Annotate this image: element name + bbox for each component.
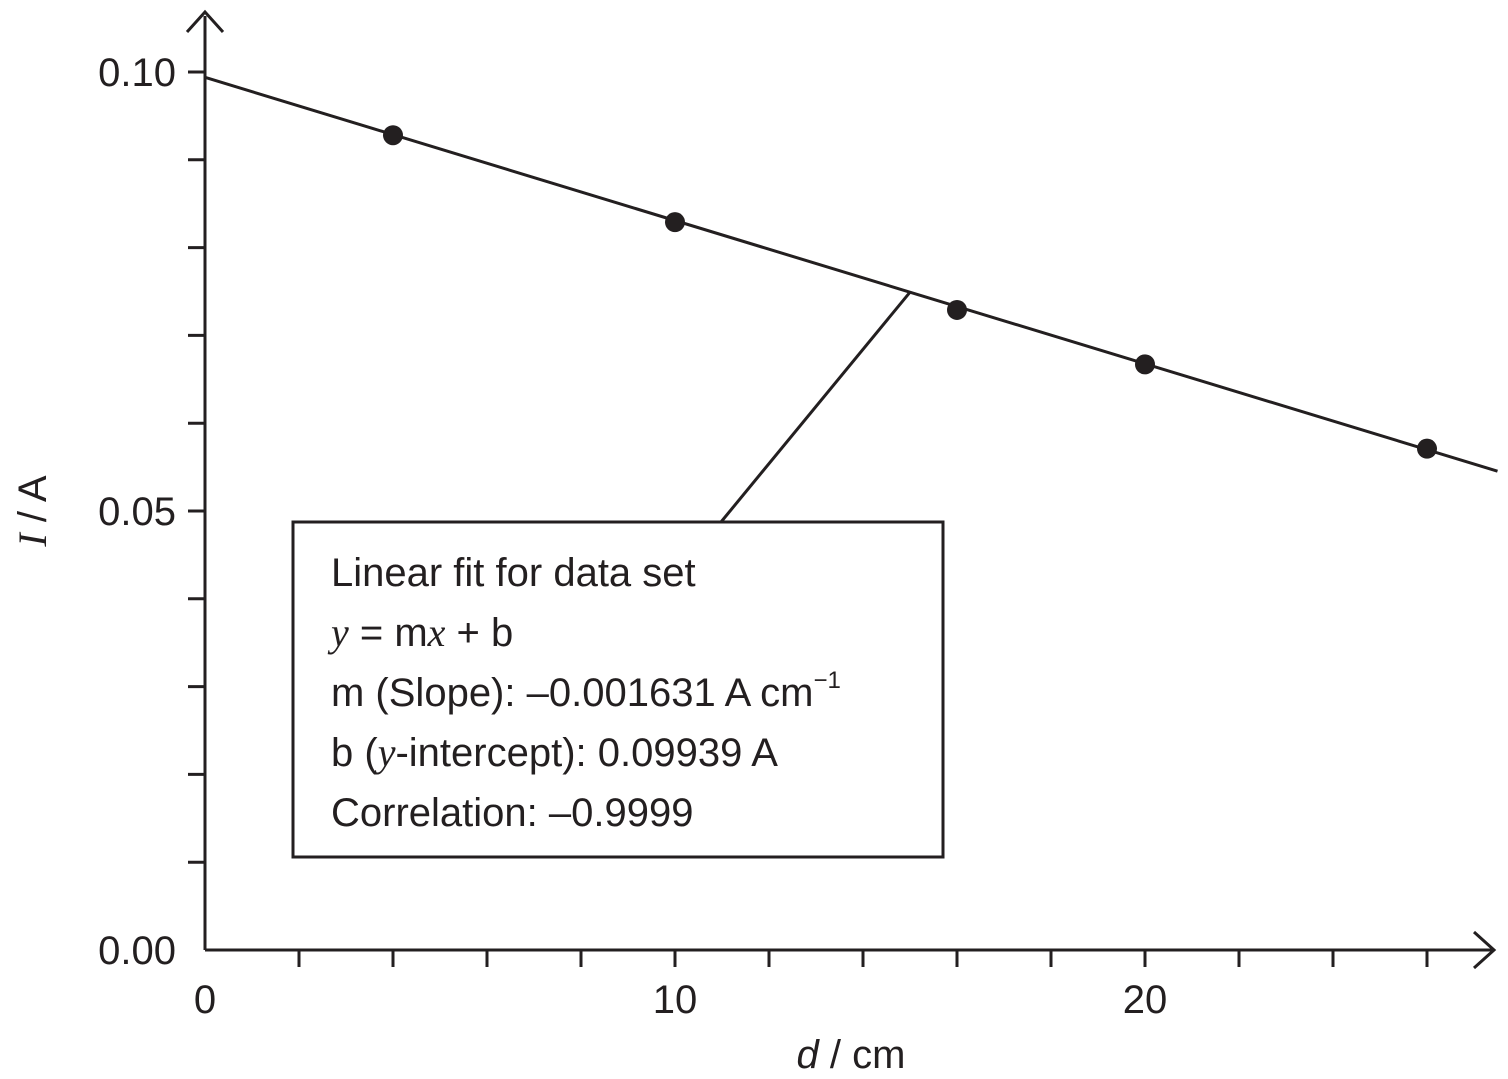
fit-annotation: Linear fit for data set y = mx + b m (Sl…: [291, 520, 945, 859]
data-point: [1135, 354, 1155, 375]
data-point: [665, 212, 685, 233]
x-tick-label: 0: [194, 978, 216, 1022]
x-axis-label: d / cm: [797, 1033, 906, 1077]
y-tick-label: 0.05: [98, 490, 176, 534]
annotation-leader-line: [719, 291, 912, 523]
y-tick-label: 0.00: [98, 929, 176, 973]
y-tick-label: 0.10: [98, 51, 176, 95]
x-tick-label: 10: [653, 978, 698, 1022]
data-point: [947, 299, 967, 320]
y-axis-arrow: [185, 9, 225, 34]
x-ticks: 0 10 20: [194, 950, 1429, 1022]
fit-line: [204, 75, 1498, 473]
data-points: [383, 125, 1437, 459]
data-point: [383, 125, 403, 146]
annotation-line-5: Correlation: –0.9999: [331, 791, 693, 835]
y-axis-label: I / A: [10, 475, 55, 547]
annotation-box: [291, 520, 945, 859]
data-point: [1417, 438, 1437, 459]
annotation-line-4: b (y-intercept): 0.09939 A: [331, 730, 778, 775]
annotation-line-3: m (Slope): –0.001631 A cm−1: [331, 667, 841, 715]
x-axis-arrow: [1472, 930, 1497, 970]
annotation-line-2: y = mx + b: [327, 610, 513, 655]
annotation-line-1: Linear fit for data set: [331, 551, 696, 595]
y-ticks: 0.00 0.05 0.10: [98, 51, 205, 973]
x-tick-label: 20: [1123, 978, 1168, 1022]
